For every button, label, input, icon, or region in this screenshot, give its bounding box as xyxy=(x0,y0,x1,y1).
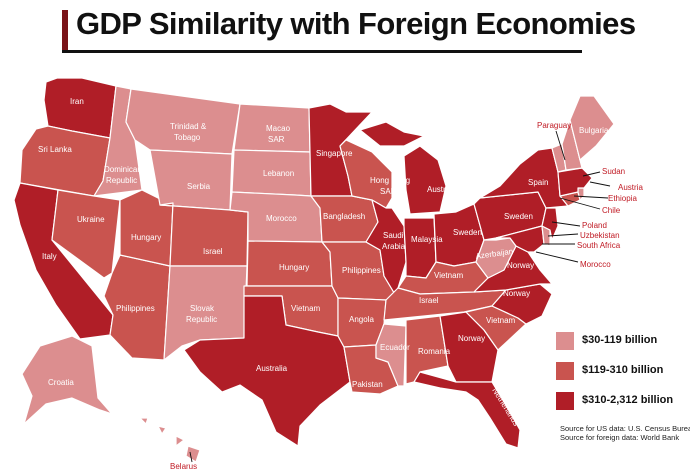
legend-label-dark: $310-2,312 billion xyxy=(582,394,674,406)
legend-label-medium: $119-310 billion xyxy=(582,364,664,376)
label-az: Philippines xyxy=(116,304,155,313)
state-fl[interactable] xyxy=(413,371,521,449)
label-il-1: Saudi xyxy=(383,231,404,240)
label-mt-1: Trinidad & xyxy=(170,122,207,131)
label-nm-1: Slovak xyxy=(190,304,215,313)
callout-leaders xyxy=(189,130,611,463)
label-wa: Iran xyxy=(70,97,84,106)
label-nm-2: Republic xyxy=(186,315,217,324)
label-me: Bulgaria xyxy=(579,126,609,135)
callout-poland: Poland xyxy=(582,221,607,230)
state-ak[interactable] xyxy=(21,335,113,425)
legend-item-dark: $310-2,312 billion xyxy=(556,392,686,414)
label-nd-2: SAR xyxy=(268,135,285,144)
legend-swatch-medium xyxy=(556,362,574,380)
state-nj[interactable] xyxy=(541,207,559,241)
label-sc: Vietnam xyxy=(486,316,516,325)
source-us: Source for US data: U.S. Census Bureau xyxy=(560,424,690,433)
legend-item-light: $30-119 billion xyxy=(556,332,686,354)
legend-item-medium: $119-310 billion xyxy=(556,362,686,384)
label-wi-1: Hong Kong xyxy=(370,176,410,185)
label-sd: Lebanon xyxy=(263,169,294,178)
label-mn: Singapore xyxy=(316,149,353,158)
label-la: Pakistan xyxy=(352,380,383,389)
callout-uzbekistan: Uzbekistan xyxy=(580,231,620,240)
title-underline xyxy=(62,50,582,53)
callout-austria: Austria xyxy=(618,183,643,192)
label-nc: Norway xyxy=(503,289,530,298)
source-foreign: Source for foreign data: World Bank xyxy=(560,433,680,442)
callout-paraguay: Paraguay xyxy=(537,121,571,130)
label-al: Romania xyxy=(418,347,451,356)
callout-sudan: Sudan xyxy=(602,167,625,176)
label-mt-2: Tobago xyxy=(174,133,201,142)
legend-swatch-dark xyxy=(556,392,574,410)
label-ak: Croatia xyxy=(48,378,74,387)
label-pa: Sweden xyxy=(504,212,533,221)
state-co[interactable] xyxy=(159,202,249,267)
label-ok: Vietnam xyxy=(291,304,321,313)
label-wi-2: SAR xyxy=(380,187,397,196)
label-il-2: Arabia xyxy=(382,242,406,251)
state-wy[interactable] xyxy=(149,149,233,211)
label-id-1: Dominican xyxy=(104,165,142,174)
state-tx[interactable] xyxy=(183,295,351,447)
state-mi-upper[interactable] xyxy=(359,121,425,147)
label-tn: Israel xyxy=(419,296,439,305)
label-ut: Hungary xyxy=(131,233,161,242)
label-ms: Ecuador xyxy=(380,343,410,352)
label-nd-1: Macao xyxy=(266,124,291,133)
label-ga: Norway xyxy=(458,334,485,343)
state-nh[interactable] xyxy=(561,119,583,171)
label-oh: Sweden xyxy=(453,228,482,237)
label-id-2: Republic xyxy=(106,176,137,185)
label-ia: Bangladesh xyxy=(323,212,365,221)
callout-belarus: Belarus xyxy=(170,462,197,471)
state-mi[interactable] xyxy=(403,145,447,215)
callout-morocco: Morocco xyxy=(580,260,611,269)
label-va: Norway xyxy=(507,261,534,270)
label-ne: Morocco xyxy=(266,214,297,223)
label-co: Israel xyxy=(203,247,223,256)
label-ca: Italy xyxy=(42,252,57,261)
source-note: Source for US data: U.S. Census Bureau S… xyxy=(560,424,690,442)
label-ks: Hungary xyxy=(279,263,309,272)
label-mi: Austria xyxy=(427,185,452,194)
label-or: Sri Lanka xyxy=(38,145,72,154)
callout-chile: Chile xyxy=(602,206,621,215)
title-accent-bar xyxy=(62,10,68,50)
label-tx: Australia xyxy=(256,364,288,373)
label-nv: Ukraine xyxy=(77,215,105,224)
state-hi[interactable] xyxy=(139,417,201,463)
label-in: Malaysia xyxy=(411,235,443,244)
callout-south-africa: South Africa xyxy=(577,241,621,250)
page-title: GDP Similarity with Foreign Economies xyxy=(76,6,636,41)
label-ny: Spain xyxy=(528,178,548,187)
label-ar: Angola xyxy=(349,315,374,324)
callout-ethiopia: Ethiopia xyxy=(608,194,637,203)
state-me[interactable] xyxy=(569,95,615,161)
label-wy: Serbia xyxy=(187,182,211,191)
legend-label-light: $30-119 billion xyxy=(582,334,658,346)
state-ma[interactable] xyxy=(557,167,593,197)
legend-swatch-light xyxy=(556,332,574,350)
label-mo: Philippines xyxy=(342,266,381,275)
label-ky: Vietnam xyxy=(434,271,464,280)
